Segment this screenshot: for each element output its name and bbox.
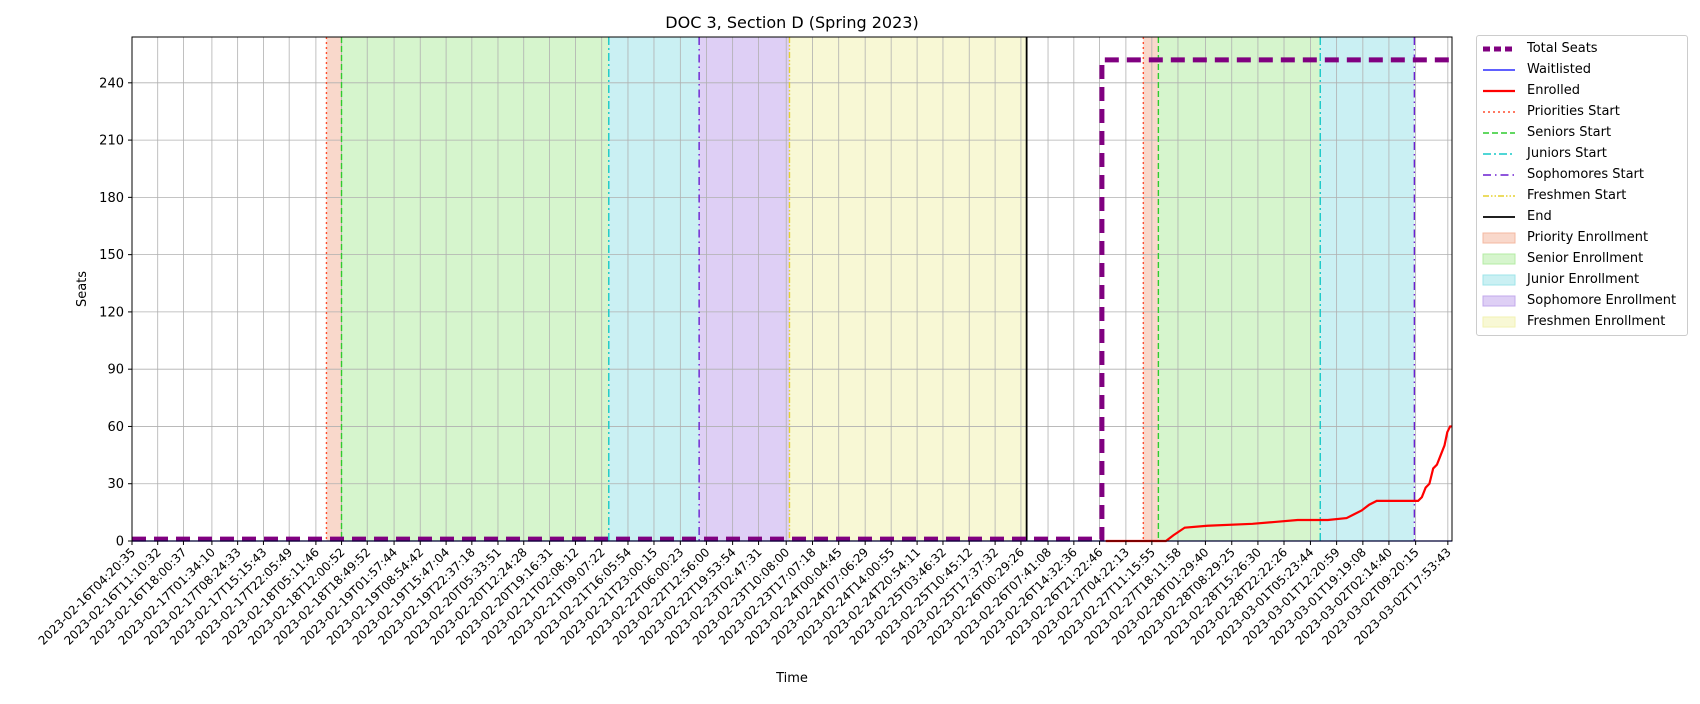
plot-border <box>131 36 1453 542</box>
plot-frame <box>131 36 1453 542</box>
legend-label: Freshmen Enrollment <box>1527 314 1666 329</box>
legend-swatch <box>1483 89 1515 92</box>
legend-item-priority-enrollment: Priority Enrollment <box>1481 227 1683 248</box>
y-tick-label-0: 0 <box>116 535 124 550</box>
y-tick-label-6: 180 <box>99 191 124 206</box>
legend-item-enrolled: Enrolled <box>1481 80 1683 101</box>
phase-span-3 <box>699 37 790 541</box>
phase-span-1 <box>341 37 609 541</box>
legend-swatch <box>1482 274 1516 285</box>
legend-swatch <box>1482 316 1516 327</box>
y-tick-label-7: 210 <box>99 134 124 149</box>
legend-item-seniors-start: Seniors Start <box>1481 122 1683 143</box>
y-axis-label: Seats <box>75 271 90 307</box>
legend-swatch <box>1483 46 1515 51</box>
legend-label: Enrolled <box>1527 83 1580 98</box>
legend-swatch <box>1483 110 1515 113</box>
legend-patch <box>1482 316 1516 327</box>
y-tick-label-8: 240 <box>99 76 124 91</box>
legend-label: Junior Enrollment <box>1527 272 1640 287</box>
legend-item-junior-enrollment: Junior Enrollment <box>1481 269 1683 290</box>
phase-span-5 <box>1143 37 1159 541</box>
y-tick-label-1: 30 <box>107 477 124 492</box>
legend-item-end: End <box>1481 206 1683 227</box>
legend-patch <box>1482 274 1516 285</box>
y-tick-label-2: 60 <box>107 420 124 435</box>
legend-swatch <box>1483 131 1515 134</box>
legend-swatch <box>1483 194 1515 197</box>
legend-patch <box>1482 253 1516 264</box>
legend-item-juniors-start: Juniors Start <box>1481 143 1683 164</box>
legend-patch <box>1482 232 1516 243</box>
legend-label: Juniors Start <box>1527 146 1607 161</box>
legend: Total Seats Waitlisted Enrolled Priorities … <box>1476 35 1688 336</box>
legend-swatch <box>1483 152 1515 155</box>
x-axis-label: Time <box>775 671 808 686</box>
legend-swatch <box>1483 173 1515 176</box>
y-tick-label-3: 90 <box>107 363 124 378</box>
phase-spans <box>326 37 1415 541</box>
legend-label: Priorities Start <box>1527 104 1620 119</box>
legend-label: Priority Enrollment <box>1527 230 1649 245</box>
y-tick-label-5: 150 <box>99 248 124 263</box>
legend-item-priorities-start: Priorities Start <box>1481 101 1683 122</box>
legend-item-total-seats: Total Seats <box>1481 38 1683 59</box>
legend-label: End <box>1527 209 1552 224</box>
legend-item-sophomores-start: Sophomores Start <box>1481 164 1683 185</box>
series-enrolled <box>1105 425 1452 543</box>
legend-item-freshmen-enrollment: Freshmen Enrollment <box>1481 311 1683 332</box>
legend-swatch <box>1483 68 1515 71</box>
legend-patch <box>1482 295 1516 306</box>
series-total-seats <box>132 57 1452 542</box>
phase-span-4 <box>789 37 1027 541</box>
legend-item-sophomore-enrollment: Sophomore Enrollment <box>1481 290 1683 311</box>
legend-swatch <box>1482 253 1516 264</box>
legend-swatch <box>1482 295 1516 306</box>
y-ticks: 0 30 60 90 120 150 180 210 240 <box>99 76 132 550</box>
legend-label: Freshmen Start <box>1527 188 1627 203</box>
phase-span-0 <box>326 37 342 541</box>
legend-label: Total Seats <box>1527 41 1598 56</box>
legend-swatch <box>1483 215 1515 218</box>
legend-label: Waitlisted <box>1527 62 1592 77</box>
legend-swatch <box>1482 232 1516 243</box>
y-tick-label-4: 120 <box>99 305 124 320</box>
legend-label: Senior Enrollment <box>1527 251 1644 266</box>
legend-item-senior-enrollment: Senior Enrollment <box>1481 248 1683 269</box>
phase-span-7 <box>1320 37 1415 541</box>
chart-title: DOC 3, Section D (Spring 2023) <box>665 13 918 32</box>
legend-item-waitlisted: Waitlisted <box>1481 59 1683 80</box>
legend-item-freshmen-start: Freshmen Start <box>1481 185 1683 206</box>
legend-label: Seniors Start <box>1527 125 1612 140</box>
legend-label: Sophomore Enrollment <box>1527 293 1677 308</box>
x-ticks: 2023-02-16T04:20:352023-02-16T11:10:3220… <box>36 541 1454 648</box>
legend-label: Sophomores Start <box>1527 167 1644 182</box>
phase-markers <box>325 37 1416 541</box>
phase-span-6 <box>1158 37 1321 541</box>
